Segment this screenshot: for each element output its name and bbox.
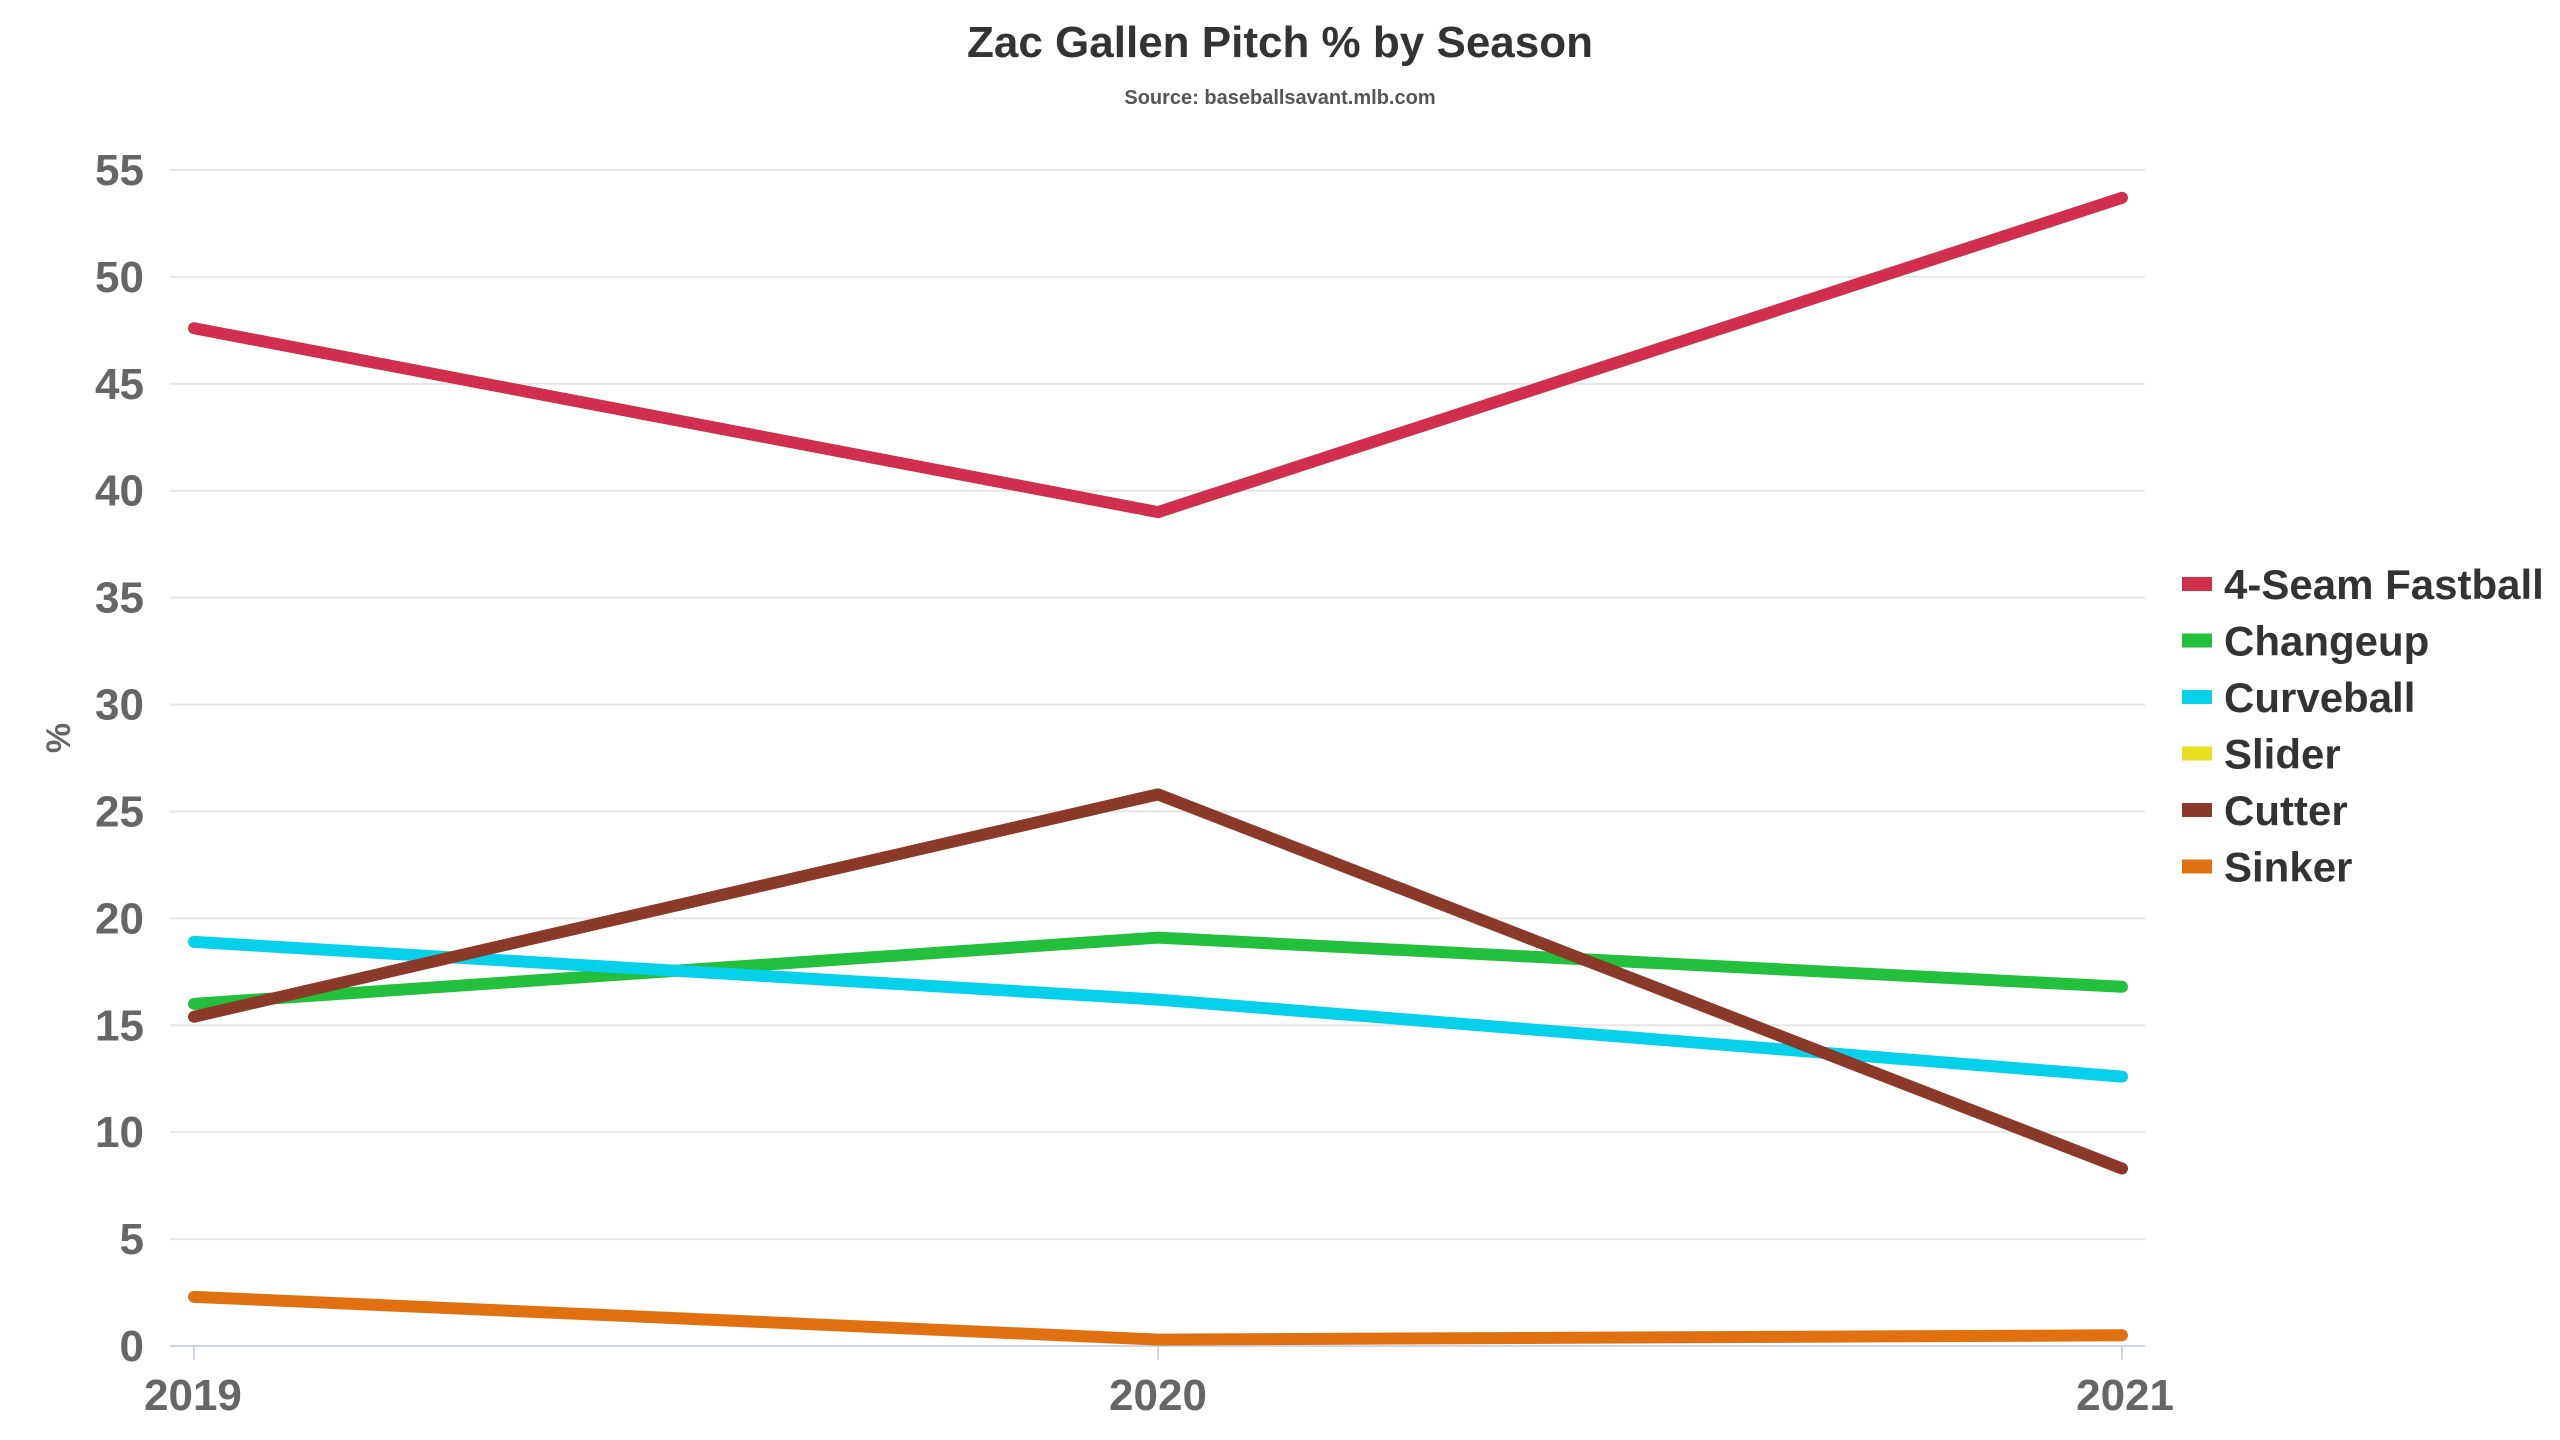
legend-label: 4-Seam Fastball [2224, 561, 2544, 608]
y-axis-title: % [40, 723, 78, 753]
series-line-curveball[interactable] [188, 935, 2128, 1083]
chart-title: Zac Gallen Pitch % by Season [967, 18, 1593, 67]
chart-subtitle: Source: baseballsavant.mlb.com [1124, 87, 1435, 109]
legend-item[interactable]: Sinker [2182, 844, 2352, 891]
x-tick-label: 2020 [1109, 1371, 1207, 1420]
y-tick-label: 45 [95, 360, 144, 409]
legend-label: Curveball [2224, 674, 2415, 721]
legend-label: Sinker [2224, 844, 2352, 891]
y-tick-label: 40 [95, 467, 144, 516]
legend-item[interactable]: Slider [2182, 731, 2341, 778]
y-tick-label: 10 [95, 1108, 144, 1157]
legend[interactable]: 4-Seam Fastball Changeup Curveball Slider Cu… [2182, 561, 2544, 891]
y-tick-label: 35 [95, 574, 144, 623]
y-axis-ticks: 0 5 10 15 20 25 30 35 40 45 50 55 [95, 146, 144, 1371]
y-tick-label: 20 [95, 894, 144, 943]
legend-swatch [2182, 803, 2212, 817]
y-tick-label: 55 [95, 146, 144, 195]
series-line-4-seam-fastball[interactable] [188, 191, 2128, 519]
legend-label: Cutter [2224, 787, 2348, 834]
gridlines [170, 169, 2145, 1241]
y-tick-label: 15 [95, 1001, 144, 1050]
legend-swatch [2182, 859, 2212, 874]
series-lines [188, 191, 2128, 1346]
legend-label: Slider [2224, 731, 2341, 778]
legend-label: Changeup [2224, 618, 2429, 665]
x-tick-label: 2019 [144, 1371, 242, 1420]
series-line-sinker[interactable] [188, 1290, 2128, 1346]
y-tick-label: 30 [95, 681, 144, 730]
legend-swatch [2182, 746, 2212, 761]
y-tick-label: 25 [95, 787, 144, 836]
y-tick-label: 50 [95, 253, 144, 302]
legend-item[interactable]: Cutter [2182, 787, 2348, 834]
legend-item[interactable]: Changeup [2182, 618, 2429, 665]
x-tick-label: 2021 [2076, 1371, 2174, 1420]
legend-swatch [2182, 633, 2212, 648]
legend-item[interactable]: Curveball [2182, 674, 2415, 721]
legend-item[interactable]: 4-Seam Fastball [2182, 561, 2544, 608]
series-line-cutter[interactable] [188, 788, 2128, 1175]
x-axis: 2019 2020 2021 [144, 1345, 2174, 1420]
legend-swatch [2182, 690, 2212, 704]
y-tick-label: 5 [120, 1215, 144, 1264]
legend-swatch [2182, 577, 2212, 591]
series-line-changeup[interactable] [188, 931, 2128, 1010]
y-tick-label: 0 [120, 1322, 144, 1371]
